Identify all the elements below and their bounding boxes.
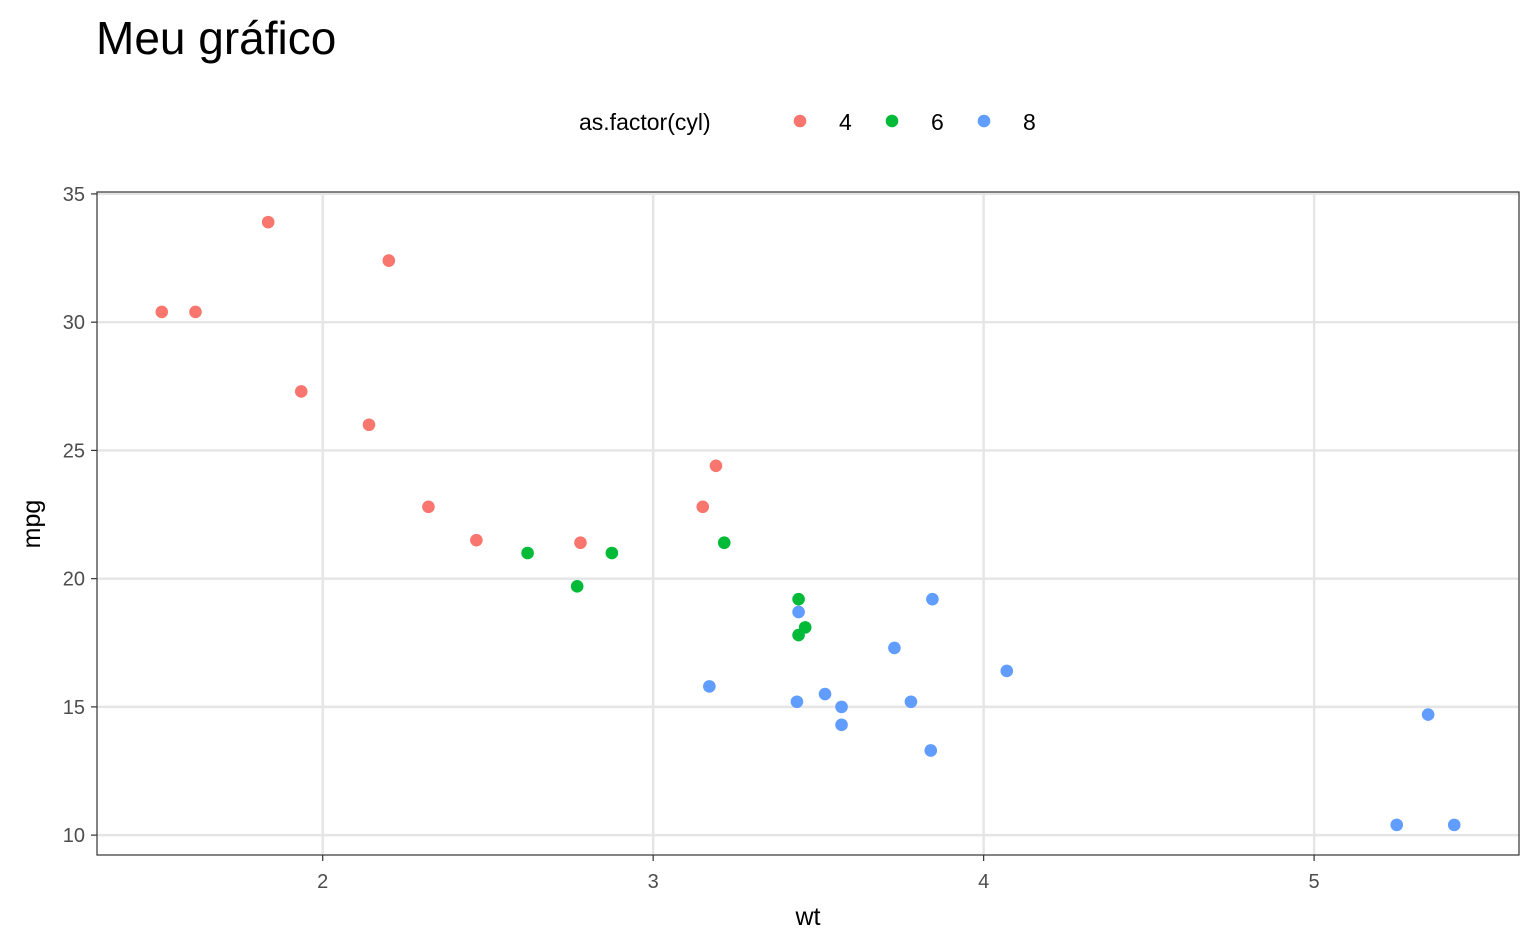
y-tick-label: 35 xyxy=(63,184,85,206)
data-point-cyl-8 xyxy=(1390,818,1404,832)
data-point-cyl-6 xyxy=(717,536,731,550)
data-point-cyl-8 xyxy=(1447,818,1461,832)
data-point-cyl-4 xyxy=(261,215,275,229)
legend-key-6 xyxy=(885,114,899,128)
data-point-cyl-8 xyxy=(835,700,848,714)
data-point-cyl-4 xyxy=(155,305,169,319)
x-tick-label: 5 xyxy=(1309,871,1320,893)
data-point-cyl-6 xyxy=(605,546,619,560)
data-point-cyl-8 xyxy=(835,718,848,732)
data-point-cyl-8 xyxy=(790,695,804,709)
panel-border xyxy=(96,191,1520,856)
y-axis-label: mpg xyxy=(18,500,46,549)
x-tick-label: 3 xyxy=(648,871,659,893)
legend: as.factor(cyl) 4 6 8 xyxy=(579,109,1036,135)
legend-title: as.factor(cyl) xyxy=(579,109,711,135)
data-point-cyl-6 xyxy=(792,592,805,606)
x-tick-label: 2 xyxy=(317,871,328,893)
x-axis-label: wt xyxy=(795,903,821,931)
legend-label-6: 6 xyxy=(931,109,944,135)
grid xyxy=(97,192,1519,855)
data-point-cyl-4 xyxy=(422,500,435,514)
x-tick-label: 4 xyxy=(978,871,989,893)
data-point-cyl-4 xyxy=(294,385,308,398)
y-tick-label: 30 xyxy=(63,312,85,334)
data-points xyxy=(155,215,1461,832)
data-point-cyl-4 xyxy=(382,254,396,267)
data-point-cyl-6 xyxy=(521,546,534,560)
data-point-cyl-6 xyxy=(792,628,805,642)
data-point-cyl-8 xyxy=(703,680,716,693)
legend-label-4: 4 xyxy=(839,109,852,135)
chart-title: Meu gráfico xyxy=(96,12,336,64)
data-point-cyl-4 xyxy=(696,500,710,514)
data-point-cyl-8 xyxy=(888,641,901,655)
data-point-cyl-4 xyxy=(470,533,483,547)
y-tick-label: 10 xyxy=(63,825,85,847)
data-point-cyl-6 xyxy=(570,580,584,593)
data-point-cyl-4 xyxy=(709,459,723,473)
y-tick-label: 15 xyxy=(63,697,85,719)
y-tick-label: 25 xyxy=(63,440,85,462)
legend-label-8: 8 xyxy=(1023,109,1036,135)
data-point-cyl-4 xyxy=(189,305,202,319)
legend-key-8 xyxy=(977,114,991,128)
axes: 2 3 4 5 10 15 20 25 30 35 xyxy=(63,184,1320,893)
data-point-cyl-8 xyxy=(1000,664,1014,678)
data-point-cyl-8 xyxy=(926,592,939,606)
data-point-cyl-8 xyxy=(904,695,918,709)
data-point-cyl-8 xyxy=(1421,708,1435,721)
data-point-cyl-4 xyxy=(362,418,376,432)
data-point-cyl-8 xyxy=(792,605,805,619)
data-point-cyl-4 xyxy=(574,536,587,550)
legend-key-4 xyxy=(793,114,807,128)
data-point-cyl-8 xyxy=(818,687,832,701)
y-tick-label: 20 xyxy=(63,569,85,591)
data-point-cyl-8 xyxy=(924,744,938,757)
